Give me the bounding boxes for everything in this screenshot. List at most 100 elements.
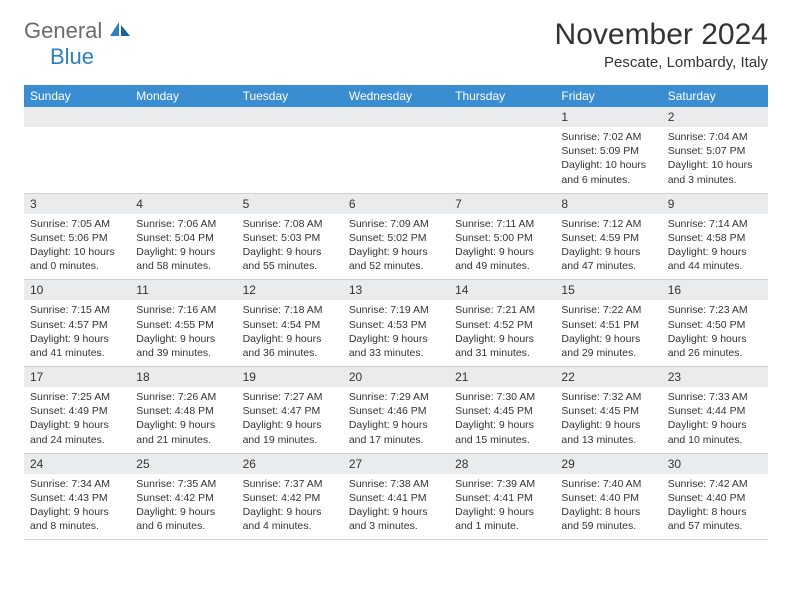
dayinfo-row: Sunrise: 7:02 AMSunset: 5:09 PMDaylight:… (24, 127, 768, 193)
day-number: 17 (24, 367, 130, 388)
day-info: Sunrise: 7:21 AMSunset: 4:52 PMDaylight:… (449, 300, 555, 366)
day-info: Sunrise: 7:39 AMSunset: 4:41 PMDaylight:… (449, 474, 555, 540)
empty-cell (24, 127, 130, 193)
day-number: 13 (343, 280, 449, 301)
day-info: Sunrise: 7:34 AMSunset: 4:43 PMDaylight:… (24, 474, 130, 540)
day-number: 1 (555, 107, 661, 127)
day-info: Sunrise: 7:38 AMSunset: 4:41 PMDaylight:… (343, 474, 449, 540)
daynum-row: 24252627282930 (24, 453, 768, 474)
day-info: Sunrise: 7:04 AMSunset: 5:07 PMDaylight:… (662, 127, 768, 193)
header: General Blue November 2024 Pescate, Lomb… (24, 18, 768, 71)
logo: General Blue (24, 18, 132, 70)
empty-cell (343, 127, 449, 193)
day-cell: Sunrise: 7:26 AMSunset: 4:48 PMDaylight:… (130, 387, 236, 453)
day-cell: Sunrise: 7:29 AMSunset: 4:46 PMDaylight:… (343, 387, 449, 453)
day-info: Sunrise: 7:06 AMSunset: 5:04 PMDaylight:… (130, 214, 236, 280)
day-info: Sunrise: 7:15 AMSunset: 4:57 PMDaylight:… (24, 300, 130, 366)
day-cell: Sunrise: 7:30 AMSunset: 4:45 PMDaylight:… (449, 387, 555, 453)
day-number: 16 (662, 280, 768, 301)
day-info: Sunrise: 7:35 AMSunset: 4:42 PMDaylight:… (130, 474, 236, 540)
weekday-header: Tuesday (237, 85, 343, 107)
day-number: 2 (662, 107, 768, 127)
day-number: 14 (449, 280, 555, 301)
day-number: 20 (343, 367, 449, 388)
day-number: 29 (555, 453, 661, 474)
logo-text-block: General Blue (24, 18, 132, 70)
day-number: 8 (555, 193, 661, 214)
day-info: Sunrise: 7:12 AMSunset: 4:59 PMDaylight:… (555, 214, 661, 280)
day-info: Sunrise: 7:40 AMSunset: 4:40 PMDaylight:… (555, 474, 661, 540)
day-cell: Sunrise: 7:23 AMSunset: 4:50 PMDaylight:… (662, 300, 768, 366)
day-number: 30 (662, 453, 768, 474)
day-cell: Sunrise: 7:40 AMSunset: 4:40 PMDaylight:… (555, 474, 661, 540)
daynum-row: 17181920212223 (24, 367, 768, 388)
weekday-header: Monday (130, 85, 236, 107)
day-info: Sunrise: 7:09 AMSunset: 5:02 PMDaylight:… (343, 214, 449, 280)
weekday-header: Friday (555, 85, 661, 107)
day-info: Sunrise: 7:23 AMSunset: 4:50 PMDaylight:… (662, 300, 768, 366)
empty-daynum (449, 107, 555, 127)
day-cell: Sunrise: 7:33 AMSunset: 4:44 PMDaylight:… (662, 387, 768, 453)
empty-daynum (343, 107, 449, 127)
daynum-row: 10111213141516 (24, 280, 768, 301)
dayinfo-row: Sunrise: 7:34 AMSunset: 4:43 PMDaylight:… (24, 474, 768, 540)
day-info: Sunrise: 7:08 AMSunset: 5:03 PMDaylight:… (237, 214, 343, 280)
day-number: 10 (24, 280, 130, 301)
day-info: Sunrise: 7:18 AMSunset: 4:54 PMDaylight:… (237, 300, 343, 366)
day-number: 9 (662, 193, 768, 214)
day-cell: Sunrise: 7:06 AMSunset: 5:04 PMDaylight:… (130, 214, 236, 280)
empty-daynum (237, 107, 343, 127)
daynum-row: 3456789 (24, 193, 768, 214)
day-cell: Sunrise: 7:19 AMSunset: 4:53 PMDaylight:… (343, 300, 449, 366)
day-cell: Sunrise: 7:18 AMSunset: 4:54 PMDaylight:… (237, 300, 343, 366)
day-cell: Sunrise: 7:09 AMSunset: 5:02 PMDaylight:… (343, 214, 449, 280)
day-cell: Sunrise: 7:22 AMSunset: 4:51 PMDaylight:… (555, 300, 661, 366)
day-cell: Sunrise: 7:12 AMSunset: 4:59 PMDaylight:… (555, 214, 661, 280)
day-number: 6 (343, 193, 449, 214)
day-number: 4 (130, 193, 236, 214)
day-number: 28 (449, 453, 555, 474)
day-cell: Sunrise: 7:42 AMSunset: 4:40 PMDaylight:… (662, 474, 768, 540)
empty-cell (237, 127, 343, 193)
calendar-body: 12Sunrise: 7:02 AMSunset: 5:09 PMDayligh… (24, 107, 768, 540)
day-info: Sunrise: 7:33 AMSunset: 4:44 PMDaylight:… (662, 387, 768, 453)
empty-cell (130, 127, 236, 193)
weekday-header: Wednesday (343, 85, 449, 107)
day-info: Sunrise: 7:02 AMSunset: 5:09 PMDaylight:… (555, 127, 661, 193)
day-info: Sunrise: 7:14 AMSunset: 4:58 PMDaylight:… (662, 214, 768, 280)
day-info: Sunrise: 7:26 AMSunset: 4:48 PMDaylight:… (130, 387, 236, 453)
empty-cell (449, 127, 555, 193)
day-info: Sunrise: 7:11 AMSunset: 5:00 PMDaylight:… (449, 214, 555, 280)
day-number: 27 (343, 453, 449, 474)
day-info: Sunrise: 7:29 AMSunset: 4:46 PMDaylight:… (343, 387, 449, 453)
day-info: Sunrise: 7:25 AMSunset: 4:49 PMDaylight:… (24, 387, 130, 453)
dayinfo-row: Sunrise: 7:05 AMSunset: 5:06 PMDaylight:… (24, 214, 768, 280)
day-number: 26 (237, 453, 343, 474)
day-info: Sunrise: 7:16 AMSunset: 4:55 PMDaylight:… (130, 300, 236, 366)
calendar-head: SundayMondayTuesdayWednesdayThursdayFrid… (24, 85, 768, 107)
day-number: 21 (449, 367, 555, 388)
day-number: 24 (24, 453, 130, 474)
day-number: 11 (130, 280, 236, 301)
day-cell: Sunrise: 7:16 AMSunset: 4:55 PMDaylight:… (130, 300, 236, 366)
logo-text-general: General (24, 18, 102, 43)
day-cell: Sunrise: 7:37 AMSunset: 4:42 PMDaylight:… (237, 474, 343, 540)
day-cell: Sunrise: 7:35 AMSunset: 4:42 PMDaylight:… (130, 474, 236, 540)
day-number: 12 (237, 280, 343, 301)
day-info: Sunrise: 7:22 AMSunset: 4:51 PMDaylight:… (555, 300, 661, 366)
dayinfo-row: Sunrise: 7:25 AMSunset: 4:49 PMDaylight:… (24, 387, 768, 453)
day-cell: Sunrise: 7:27 AMSunset: 4:47 PMDaylight:… (237, 387, 343, 453)
dayinfo-row: Sunrise: 7:15 AMSunset: 4:57 PMDaylight:… (24, 300, 768, 366)
day-cell: Sunrise: 7:34 AMSunset: 4:43 PMDaylight:… (24, 474, 130, 540)
day-info: Sunrise: 7:42 AMSunset: 4:40 PMDaylight:… (662, 474, 768, 540)
day-info: Sunrise: 7:37 AMSunset: 4:42 PMDaylight:… (237, 474, 343, 540)
day-number: 19 (237, 367, 343, 388)
day-number: 5 (237, 193, 343, 214)
empty-daynum (24, 107, 130, 127)
weekday-row: SundayMondayTuesdayWednesdayThursdayFrid… (24, 85, 768, 107)
logo-sail-icon (110, 22, 132, 43)
month-title: November 2024 (555, 18, 768, 52)
day-cell: Sunrise: 7:38 AMSunset: 4:41 PMDaylight:… (343, 474, 449, 540)
day-number: 22 (555, 367, 661, 388)
day-cell: Sunrise: 7:32 AMSunset: 4:45 PMDaylight:… (555, 387, 661, 453)
